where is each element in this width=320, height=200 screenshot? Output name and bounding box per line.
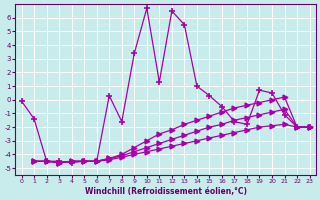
X-axis label: Windchill (Refroidissement éolien,°C): Windchill (Refroidissement éolien,°C) (84, 187, 247, 196)
